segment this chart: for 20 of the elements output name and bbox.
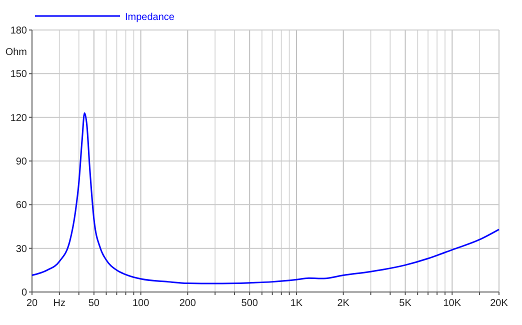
x-tick-label: 1K (290, 298, 303, 309)
y-tick-label: 180 (10, 26, 28, 36)
y-axis-title: Ohm (5, 47, 27, 58)
x-tick-label: 5K (399, 298, 412, 309)
text: Impedance (125, 12, 175, 23)
x-tick-label: 20K (490, 298, 508, 309)
x-tick-label: 100 (132, 298, 150, 309)
y-tick-label: 150 (10, 69, 28, 80)
x-tick-label: 200 (179, 298, 196, 309)
y-tick-label: 60 (16, 200, 28, 212)
x-tick-label: 50 (88, 298, 100, 309)
y-tick-label: 120 (10, 112, 28, 124)
x-tick-label: 10K (443, 298, 462, 309)
y-tick-label: 90 (16, 156, 28, 168)
x-tick-label: 500 (241, 298, 258, 309)
x-tick-label: 2K (337, 298, 350, 309)
y-tick-label: 0 (21, 288, 28, 298)
y-tick-label: 30 (16, 244, 28, 255)
x-axis-title: Hz (53, 298, 66, 309)
x-tick-label: 20 (26, 298, 38, 309)
